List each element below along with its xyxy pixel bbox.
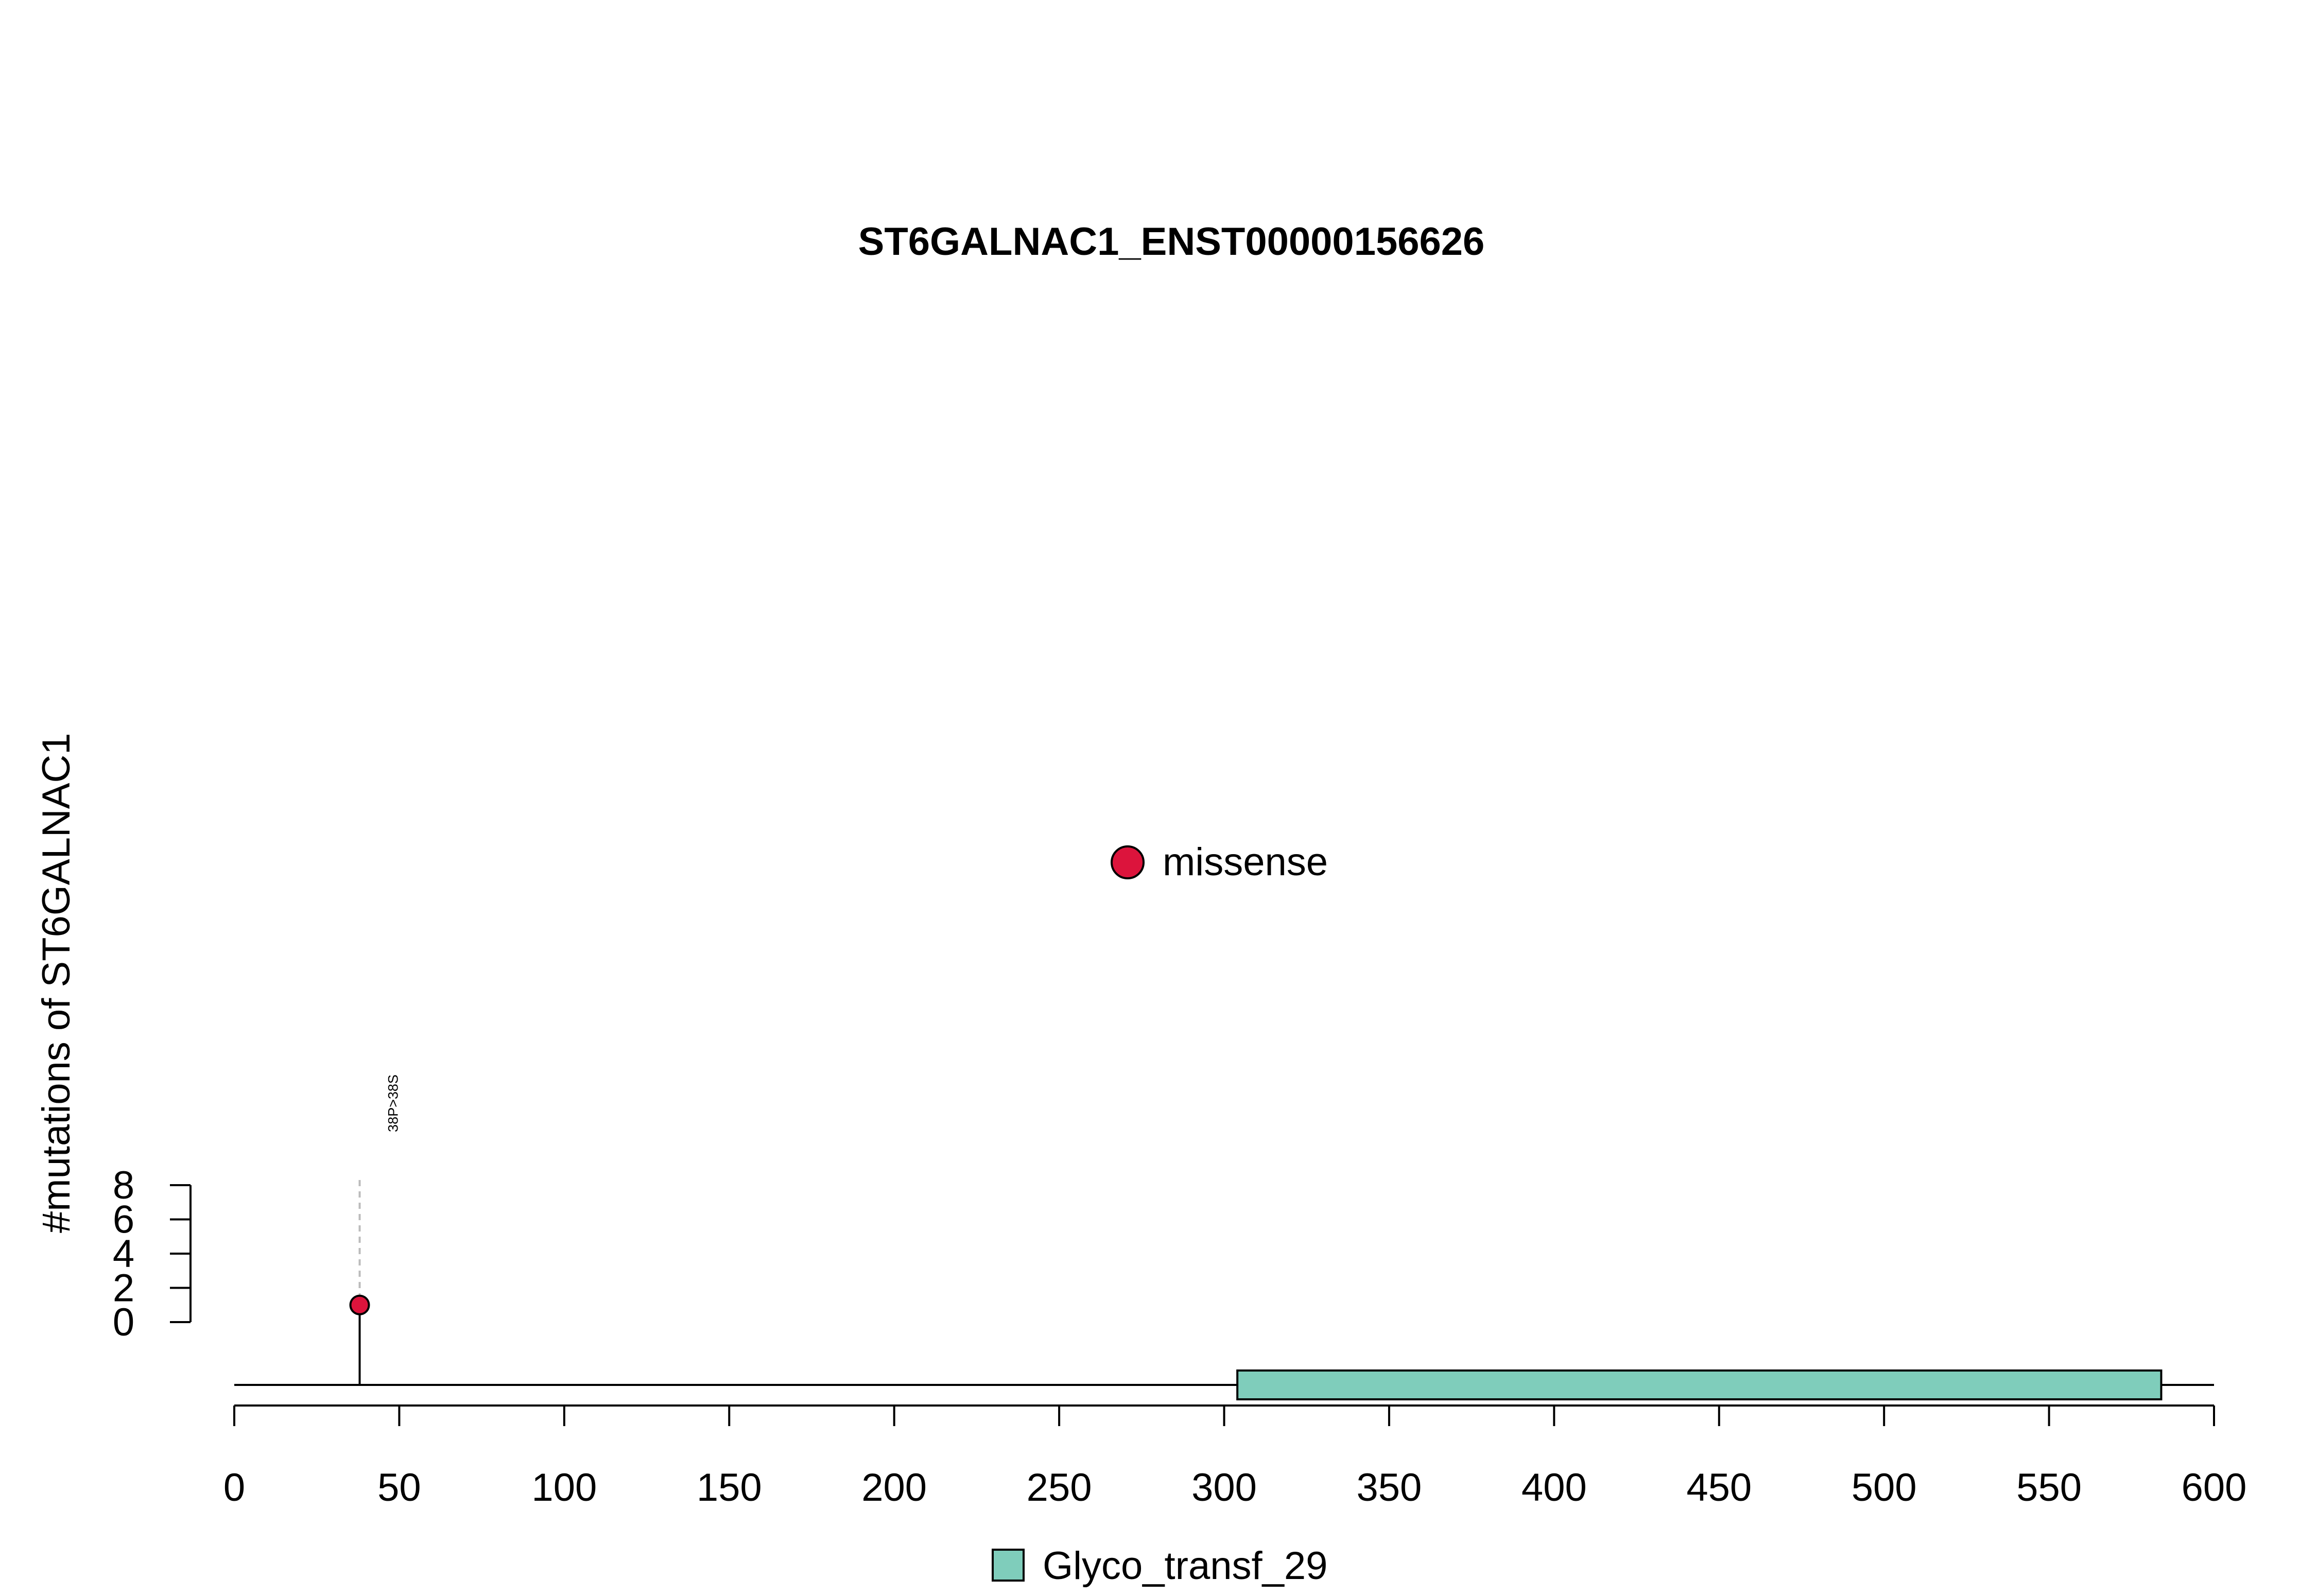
domain-box bbox=[1236, 1369, 2163, 1400]
x-tick-label: 550 bbox=[2016, 1466, 2082, 1510]
chart-title: ST6GALNAC1_ENST00000156626 bbox=[858, 220, 1485, 264]
y-tick-label: 2 bbox=[113, 1267, 134, 1310]
x-tick-label: 150 bbox=[697, 1466, 762, 1510]
domain-legend: Glyco_transf_29 bbox=[992, 1544, 1327, 1588]
x-tick-label: 600 bbox=[2182, 1466, 2247, 1510]
x-tick-label: 300 bbox=[1191, 1466, 1257, 1510]
y-tick-label: 8 bbox=[113, 1164, 134, 1207]
y-tick-label: 0 bbox=[113, 1300, 134, 1344]
x-tick-label: 350 bbox=[1357, 1466, 1422, 1510]
x-tick-label: 500 bbox=[1852, 1466, 1917, 1510]
y-tick-label: 6 bbox=[113, 1198, 134, 1242]
y-tick-label: 4 bbox=[113, 1232, 134, 1276]
mutation-label: 38P>38S bbox=[386, 1074, 401, 1132]
x-tick-label: 0 bbox=[223, 1466, 245, 1510]
x-tick-label: 450 bbox=[1686, 1466, 1752, 1510]
x-axis: 0 50 100 150 200 250 300 350 400 450 500 550 600 bbox=[223, 1404, 2247, 1510]
x-tick-label: 100 bbox=[531, 1466, 597, 1510]
legend-missense-label: missense bbox=[1163, 840, 1328, 884]
x-tick-label: 50 bbox=[377, 1466, 421, 1510]
mutation-lollipops: 38P>38S bbox=[349, 1074, 401, 1385]
legend-missense-marker bbox=[1111, 845, 1145, 879]
x-tick-label: 250 bbox=[1027, 1466, 1092, 1510]
mutation-legend: missense bbox=[1111, 840, 1328, 884]
legend-domain-label: Glyco_transf_29 bbox=[1043, 1544, 1327, 1588]
domains bbox=[1236, 1369, 2163, 1400]
x-tick-label: 400 bbox=[1521, 1466, 1587, 1510]
x-tick-label: 200 bbox=[861, 1466, 927, 1510]
legend-domain-swatch bbox=[992, 1549, 1025, 1582]
mutation-head bbox=[349, 1294, 370, 1315]
y-axis-label: #mutations of ST6GALNAC1 bbox=[34, 733, 78, 1233]
